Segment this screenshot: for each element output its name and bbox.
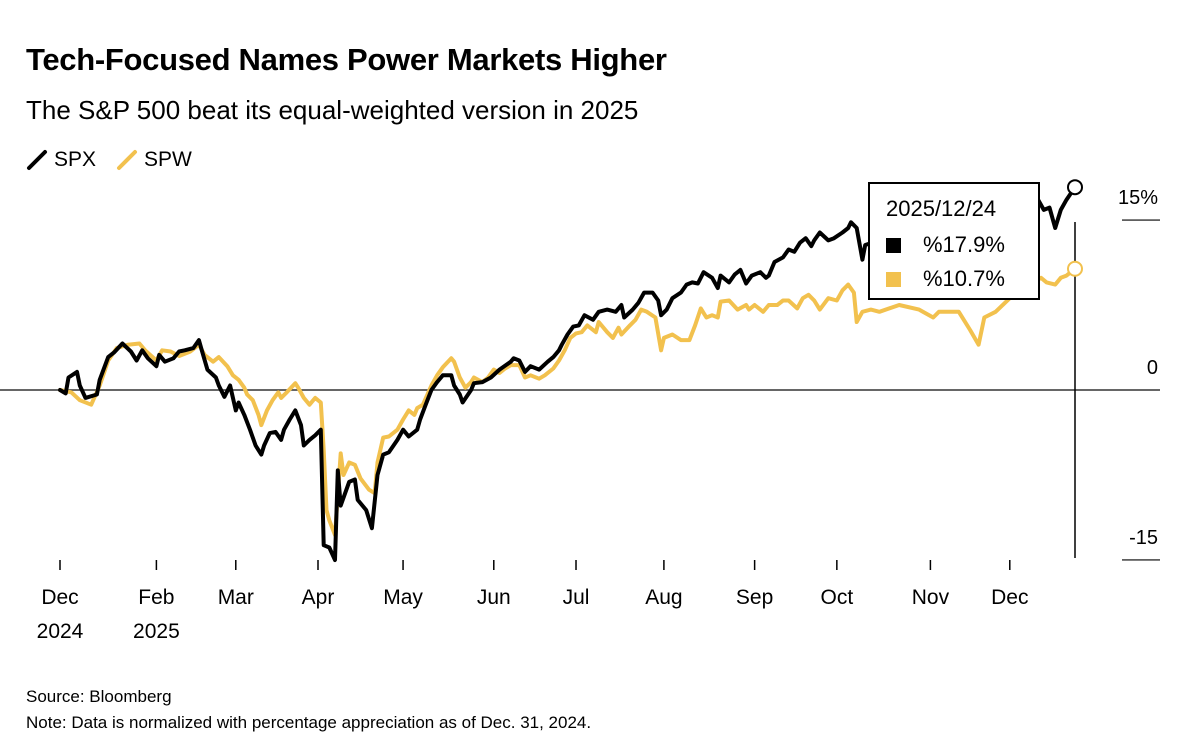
x-tick-label: Apr <box>302 586 335 609</box>
tooltip-swatch-spw <box>886 271 901 287</box>
x-tick-label: May <box>383 586 423 609</box>
x-tick-label: Jun <box>477 586 511 609</box>
footnote: Note: Data is normalized with percentage… <box>26 713 592 732</box>
chart-title: Tech-Focused Names Power Markets Higher <box>26 42 667 77</box>
end-marker-spx <box>1067 179 1083 196</box>
tooltip-row-spx: %17.9% <box>886 232 1005 258</box>
legend-label-spx: SPX <box>54 148 97 171</box>
tooltip: 2025/12/24 %17.9% %10.7% <box>868 182 1040 300</box>
x-tick-label: Dec <box>41 586 78 609</box>
legend-line-icon-spw <box>117 150 138 170</box>
legend: SPX SPW <box>26 148 192 172</box>
y-tick-label: 15% <box>1118 187 1158 209</box>
x-tick-label: Oct <box>821 586 854 609</box>
x-tick-label: Jul <box>563 586 590 609</box>
series-line-spx <box>58 185 1077 562</box>
x-tick-label: Mar <box>218 586 254 609</box>
tooltip-value-spx: %17.9% <box>923 232 1005 257</box>
y-axis: 15% 0 -15 <box>1118 187 1160 561</box>
chart-subtitle: The S&P 500 beat its equal-weighted vers… <box>26 95 639 125</box>
x-tick-label: Sep <box>736 586 773 609</box>
x-tick-sublabel: 2025 <box>133 620 180 643</box>
series-line-spw <box>58 266 1077 537</box>
x-tick-label: Nov <box>912 586 950 609</box>
legend-item-spx: SPX <box>26 148 96 172</box>
hover-markers <box>1067 179 1083 277</box>
legend-line-icon-spx <box>27 150 47 170</box>
x-tick-label: Aug <box>645 586 682 609</box>
x-tick-label: Dec <box>991 586 1028 609</box>
tooltip-row-spw: %10.7% <box>886 266 1005 292</box>
end-marker-spw <box>1067 260 1083 277</box>
legend-item-spw: SPW <box>116 148 192 172</box>
series-lines <box>58 185 1077 562</box>
tooltip-date: 2025/12/24 <box>886 196 997 221</box>
y-tick-label: -15 <box>1129 527 1158 549</box>
legend-label-spw: SPW <box>144 148 192 171</box>
x-tick-label: Feb <box>138 586 174 609</box>
tooltip-swatch-spx <box>886 237 901 253</box>
source-note: Source: Bloomberg <box>26 687 172 706</box>
x-axis: Dec 2024 Feb 2025 Mar Apr May Jun Jul Aug Sep Oct No… <box>37 560 1028 643</box>
x-tick-sublabel: 2024 <box>37 620 84 643</box>
tooltip-value-spw: %10.7% <box>923 266 1005 291</box>
y-tick-label: 0 <box>1147 357 1158 379</box>
